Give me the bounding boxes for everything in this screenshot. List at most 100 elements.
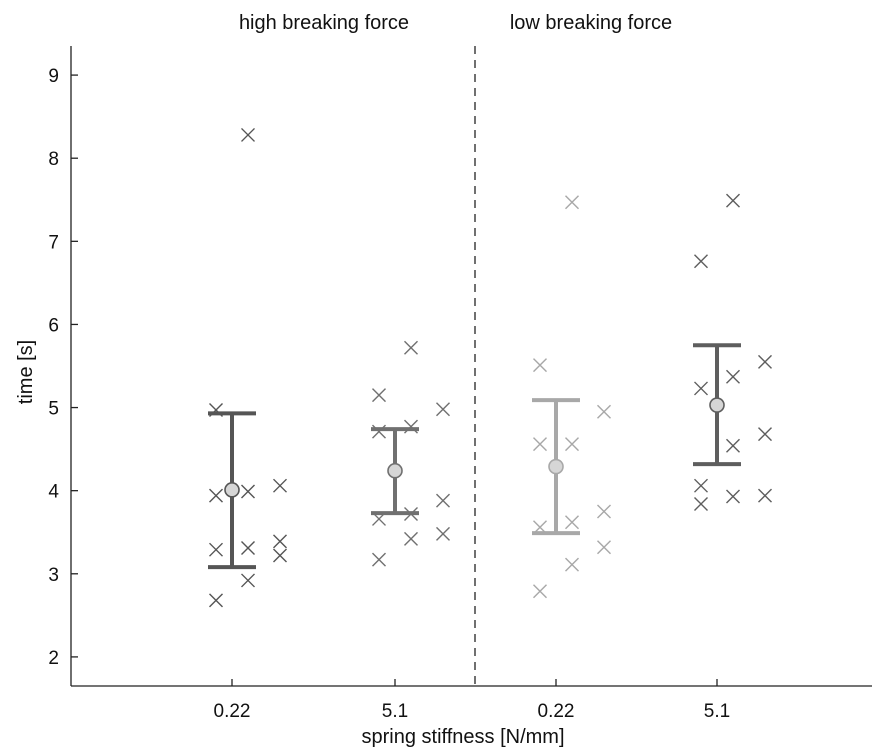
data-point (597, 540, 611, 555)
data-point-stroke (273, 534, 287, 549)
data-point (758, 427, 772, 442)
mean-marker (548, 458, 564, 475)
data-point-stroke (694, 254, 708, 269)
data-point-stroke (726, 438, 740, 453)
error-bar (532, 398, 580, 536)
data-point (209, 593, 223, 608)
data-point-stroke (209, 593, 223, 608)
data-point-stroke (436, 526, 450, 541)
data-point-stroke (404, 531, 418, 546)
data-point-stroke (758, 427, 772, 442)
data-point (758, 488, 772, 503)
y-ticks: 2 3 4 5 6 7 8 9 (48, 66, 78, 669)
data-point-stroke (565, 195, 579, 210)
data-point (241, 573, 255, 588)
data-point (533, 437, 547, 452)
data-point (694, 478, 708, 493)
error-bar (208, 411, 256, 570)
data-point-stroke (726, 369, 740, 384)
data-point (372, 388, 386, 403)
data-point (533, 358, 547, 373)
data-point (436, 493, 450, 508)
data-point-stroke (372, 552, 386, 567)
data-point (372, 424, 386, 439)
data-point (694, 254, 708, 269)
data-point (726, 438, 740, 453)
data-point (597, 504, 611, 519)
x-tick-label: 0.22 (538, 701, 575, 722)
x-tick-label: 5.1 (382, 701, 408, 722)
data-point-stroke (273, 548, 287, 563)
data-point-stroke (597, 404, 611, 419)
data-points (209, 127, 772, 608)
data-point-stroke (209, 542, 223, 557)
data-point-stroke (209, 488, 223, 503)
data-point-stroke (565, 515, 579, 530)
mean-marker (224, 482, 240, 498)
data-point (404, 340, 418, 355)
data-point-stroke (726, 489, 740, 504)
data-point (694, 381, 708, 396)
data-point-stroke (241, 541, 255, 556)
y-tick-label: 3 (48, 565, 59, 586)
data-point (565, 557, 579, 572)
data-point-stroke (533, 358, 547, 373)
data-point (726, 193, 740, 208)
data-point-stroke (694, 478, 708, 493)
data-point (436, 402, 450, 417)
data-point-stroke (694, 496, 708, 511)
data-point (726, 489, 740, 504)
x-tick-label: 5.1 (704, 701, 730, 722)
x-tick-label: 0.22 (214, 701, 251, 722)
data-point (273, 534, 287, 549)
data-point-stroke (436, 402, 450, 417)
mean-marker (709, 397, 725, 413)
data-point-stroke (758, 488, 772, 503)
data-point-stroke (404, 340, 418, 355)
data-point (404, 531, 418, 546)
x-axis-title: spring stiffness [N/mm] (361, 726, 564, 748)
data-point-stroke (372, 388, 386, 403)
error-bar (693, 343, 741, 467)
data-point (694, 496, 708, 511)
data-point-stroke (533, 437, 547, 452)
data-point (372, 552, 386, 567)
data-point-stroke (241, 573, 255, 588)
data-point-stroke (241, 484, 255, 499)
y-axis-title: time [s] (15, 340, 37, 404)
data-point (597, 404, 611, 419)
data-point (241, 484, 255, 499)
data-point (758, 354, 772, 369)
data-point-stroke (273, 478, 287, 493)
y-tick-label: 5 (48, 399, 59, 420)
data-point (209, 488, 223, 503)
data-point-stroke (597, 540, 611, 555)
data-point-stroke (597, 504, 611, 519)
data-point-stroke (726, 193, 740, 208)
y-tick-label: 9 (48, 66, 59, 87)
data-point-stroke (241, 127, 255, 142)
data-point (565, 195, 579, 210)
data-point (533, 584, 547, 599)
axes-layer (70, 46, 872, 687)
error-bars (208, 343, 741, 570)
data-point (404, 419, 418, 434)
data-point (209, 542, 223, 557)
data-point (726, 369, 740, 384)
x-ticks: 0.22 5.1 0.22 5.1 (214, 679, 730, 722)
data-point (241, 541, 255, 556)
mean-marker (387, 462, 403, 479)
y-tick-label: 2 (48, 648, 59, 669)
group-title-high: high breaking force (239, 12, 409, 34)
data-point-stroke (565, 437, 579, 452)
y-tick-label: 4 (48, 482, 59, 503)
data-point-stroke (436, 493, 450, 508)
data-point-stroke (565, 557, 579, 572)
data-point (273, 478, 287, 493)
data-point (565, 437, 579, 452)
data-point-stroke (533, 584, 547, 599)
data-point-stroke (758, 354, 772, 369)
data-point (565, 515, 579, 530)
y-tick-label: 8 (48, 149, 59, 170)
